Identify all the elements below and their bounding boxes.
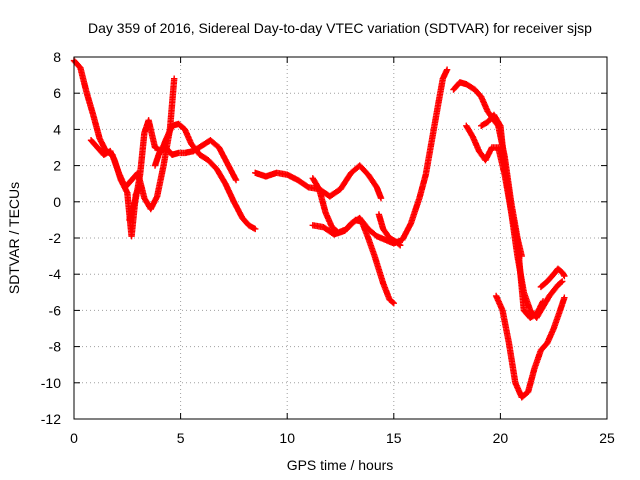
y-tick-label: -4 xyxy=(49,266,62,282)
x-tick-label: 20 xyxy=(493,430,509,446)
axis-ticks: 0 5 10 15 20 25 -12 -10 -8 -6 -4 -2 0 2 4 6 8 xyxy=(41,49,615,446)
series-8-points xyxy=(375,211,404,249)
y-tick-label: -6 xyxy=(49,302,62,318)
series-8 xyxy=(375,211,404,249)
series-13 xyxy=(537,265,568,291)
x-axis-label: GPS time / hours xyxy=(287,457,394,473)
x-tick-label: 25 xyxy=(599,430,615,446)
x-tick-label: 0 xyxy=(70,430,78,446)
series-4-points xyxy=(151,137,240,184)
plot-frame xyxy=(73,56,608,420)
x-tick-label: 15 xyxy=(386,430,402,446)
series-12 xyxy=(492,292,568,401)
series-3 xyxy=(126,117,259,233)
y-tick-label: -2 xyxy=(49,230,62,246)
grid-lines xyxy=(74,57,607,419)
series-4 xyxy=(151,137,240,184)
y-tick-label: 0 xyxy=(53,194,61,210)
series-7 xyxy=(309,66,451,247)
chart-title: Day 359 of 2016, Sidereal Day-to-day VTE… xyxy=(88,20,592,36)
y-axis-label: SDTVAR / TECUs xyxy=(6,182,22,294)
series-13-points xyxy=(537,265,568,291)
series-11 xyxy=(478,111,566,321)
y-tick-label: -10 xyxy=(41,375,61,391)
y-tick-label: 6 xyxy=(53,85,61,101)
x-tick-label: 10 xyxy=(279,430,295,446)
series-3-points xyxy=(126,117,259,233)
series-7-points xyxy=(309,66,451,247)
y-tick-label: 8 xyxy=(53,49,61,65)
data-marks xyxy=(70,57,568,401)
y-tick-label: 2 xyxy=(53,158,61,174)
y-tick-label: -12 xyxy=(41,411,61,427)
y-tick-label: -8 xyxy=(49,339,62,355)
series-12-points xyxy=(492,292,568,401)
series-11-points xyxy=(478,111,566,321)
x-tick-label: 5 xyxy=(177,430,185,446)
y-tick-label: 4 xyxy=(53,121,61,137)
